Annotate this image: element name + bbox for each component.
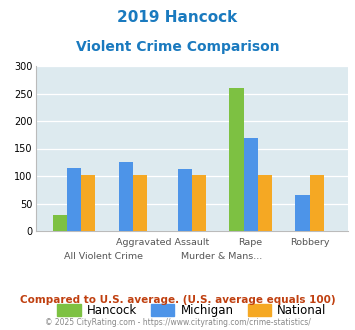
Text: Rape: Rape <box>239 238 263 248</box>
Text: 2019 Hancock: 2019 Hancock <box>118 10 237 25</box>
Text: Robbery: Robbery <box>290 238 329 248</box>
Text: Compared to U.S. average. (U.S. average equals 100): Compared to U.S. average. (U.S. average … <box>20 295 335 305</box>
Text: © 2025 CityRating.com - https://www.cityrating.com/crime-statistics/: © 2025 CityRating.com - https://www.city… <box>45 318 310 327</box>
Bar <box>244 138 258 231</box>
Bar <box>81 175 95 231</box>
Text: All Violent Crime: All Violent Crime <box>64 252 143 261</box>
Bar <box>53 214 67 231</box>
Bar <box>295 195 310 231</box>
Bar <box>67 168 81 231</box>
Bar <box>192 175 206 231</box>
Bar <box>119 162 133 231</box>
Text: Violent Crime Comparison: Violent Crime Comparison <box>76 40 279 53</box>
Bar <box>229 88 244 231</box>
Legend: Hancock, Michigan, National: Hancock, Michigan, National <box>52 300 331 322</box>
Bar <box>310 175 324 231</box>
Bar <box>178 169 192 231</box>
Bar <box>258 175 272 231</box>
Text: Murder & Mans...: Murder & Mans... <box>181 252 262 261</box>
Text: Aggravated Assault: Aggravated Assault <box>116 238 209 248</box>
Bar <box>133 175 147 231</box>
